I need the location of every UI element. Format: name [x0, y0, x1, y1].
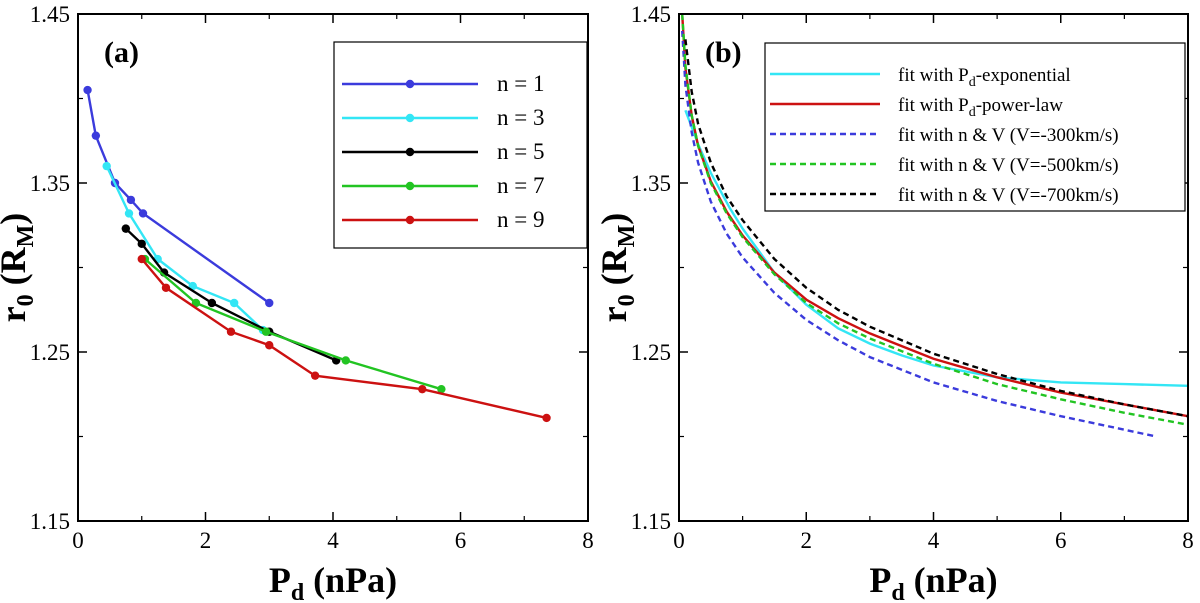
- series-line-2: [105, 165, 264, 331]
- legend-label-3: n = 5: [497, 139, 544, 164]
- data-point: [102, 161, 111, 171]
- y-tick-label: 1.35: [631, 171, 671, 196]
- data-point: [542, 413, 551, 423]
- data-point: [341, 356, 350, 365]
- data-point: [137, 254, 146, 264]
- y-axis-label: r0 (RM): [0, 213, 39, 323]
- data-point: [137, 239, 146, 249]
- x-axis-label: Pd (nPa): [269, 560, 397, 603]
- legend-label-4: fit with n & V (V=-500km/s): [898, 155, 1119, 176]
- data-point: [121, 224, 131, 233]
- legend-label-1: n = 1: [497, 71, 544, 96]
- x-tick-label: 2: [200, 528, 212, 553]
- panel-label: (a): [104, 36, 139, 69]
- x-tick-label: 4: [928, 528, 940, 553]
- data-point: [265, 298, 274, 308]
- series-line-5: [684, 39, 1188, 418]
- legend-label-1: fit with Pd-exponential: [898, 65, 1071, 90]
- data-point: [229, 298, 239, 308]
- x-axis-label: Pd (nPa): [869, 560, 997, 603]
- y-tick-label: 1.15: [30, 509, 70, 534]
- data-point: [265, 341, 274, 350]
- data-point: [161, 283, 171, 292]
- legend-marker: [405, 215, 415, 225]
- data-point: [191, 298, 201, 308]
- plot-frame: [678, 13, 1189, 522]
- legend-label-4: n = 7: [497, 173, 544, 198]
- data-point: [207, 298, 217, 308]
- legend-marker: [405, 79, 415, 89]
- series-line-4: [681, 14, 1188, 426]
- data-point: [437, 384, 446, 394]
- data-point: [138, 209, 148, 218]
- data-point: [418, 384, 427, 394]
- legend: n = 1 n = 3 n = 5 n = 7 n = 9: [333, 41, 588, 249]
- legend-marker: [405, 181, 415, 191]
- chart-panel-a: 0 2 4 6 8 1.15 1.25 1.35 1.45 (a) Pd (nPa) r0 (RM) n…: [0, 2, 594, 603]
- y-tick-label: 1.45: [30, 2, 70, 27]
- legend-label-2: n = 3: [497, 105, 544, 130]
- x-tick-label: 2: [801, 528, 813, 553]
- x-tick-label: 4: [327, 528, 339, 553]
- x-tick-label: 6: [455, 528, 467, 553]
- series-line-3: [124, 227, 337, 362]
- series-line-2: [681, 14, 1188, 418]
- legend-box: [764, 42, 1186, 212]
- series-line-4: [144, 258, 442, 391]
- x-tick-label: 8: [582, 528, 594, 553]
- y-tick-label: 1.35: [30, 171, 70, 196]
- legend-label-3: fit with n & V (V=-300km/s): [898, 125, 1119, 146]
- legend-label-2: fit with Pd-power-law: [898, 95, 1063, 120]
- data-point: [83, 85, 92, 95]
- series-line-1: [684, 109, 1188, 387]
- y-tick-label: 1.15: [631, 509, 671, 534]
- y-tick-label: 1.25: [631, 340, 671, 365]
- x-tick-label: 8: [1182, 528, 1194, 553]
- data-point: [91, 131, 101, 140]
- series-line-5: [140, 258, 547, 420]
- legend-marker: [405, 147, 415, 157]
- series-group: [83, 85, 551, 423]
- x-tick-label: 0: [72, 528, 84, 553]
- data-point: [261, 327, 271, 336]
- series-line-1: [86, 89, 270, 304]
- chart-panel-b: 0 2 4 6 8 1.15 1.25 1.35 1.45 (b) Pd (nPa) r0 (RM) f…: [594, 2, 1194, 603]
- data-point: [226, 327, 236, 336]
- data-point: [124, 209, 134, 218]
- data-point: [310, 371, 320, 380]
- legend-label-5: fit with n & V (V=-700km/s): [898, 185, 1119, 206]
- plot-frame: [77, 13, 589, 522]
- y-tick-label: 1.45: [631, 2, 671, 27]
- x-tick-label: 0: [673, 528, 685, 553]
- legend-box: [333, 41, 588, 249]
- x-tick-label: 6: [1055, 528, 1067, 553]
- y-tick-label: 1.25: [30, 340, 70, 365]
- y-axis-label: r0 (RM): [594, 213, 640, 323]
- legend-marker: [405, 113, 415, 123]
- legend: fit with Pd-exponential fit with Pd-power…: [764, 42, 1186, 212]
- data-point: [126, 195, 136, 205]
- panel-label: (b): [705, 36, 742, 69]
- legend-label-5: n = 9: [497, 207, 544, 232]
- series-group: [681, 14, 1188, 438]
